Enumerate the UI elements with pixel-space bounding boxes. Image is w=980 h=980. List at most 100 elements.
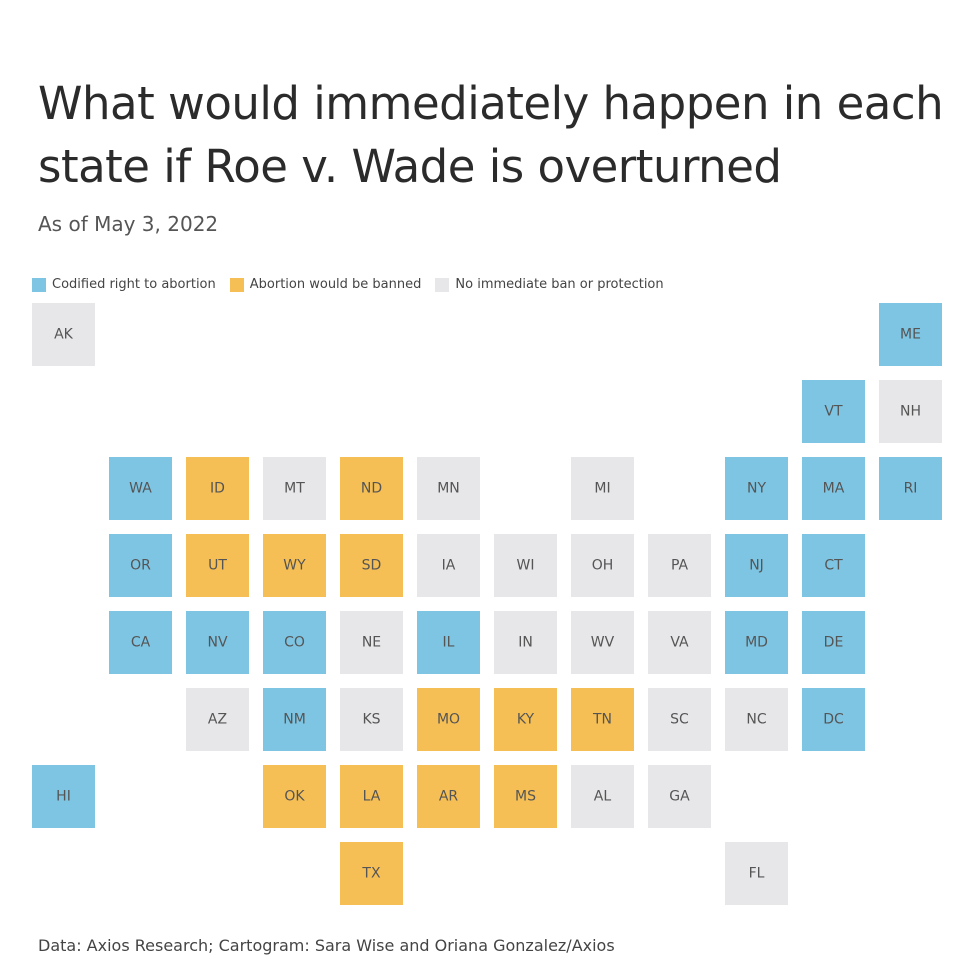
cartogram: AK ME VT NH WA ID MT ND MN MI NY MA RI OR UT WY SD IA WI OH… — [32, 303, 942, 905]
legend-label: Abortion would be banned — [249, 277, 422, 292]
state-tile — [340, 534, 403, 597]
legend: Codified right to abortion Abortion would… — [32, 277, 678, 292]
state-label: NV — [207, 635, 227, 651]
state-label: MS — [515, 789, 536, 805]
state-label: CA — [131, 635, 151, 651]
subtitle: As of May 3, 2022 — [38, 212, 219, 236]
state-tile — [494, 534, 557, 597]
state-label: IN — [518, 635, 533, 651]
state-label: NC — [746, 712, 766, 728]
state-label: OR — [130, 558, 151, 574]
state-label: MA — [823, 481, 845, 497]
state-label: DC — [823, 712, 844, 728]
state-tile — [340, 842, 403, 905]
state-label: DE — [824, 635, 844, 651]
state-label: AZ — [208, 712, 227, 728]
state-label: FL — [749, 866, 765, 882]
state-label: PA — [671, 558, 689, 574]
state-label: ID — [210, 481, 225, 497]
state-label: MN — [437, 481, 460, 497]
state-tile — [571, 457, 634, 520]
state-tile — [109, 534, 172, 597]
state-label: WY — [283, 558, 306, 574]
state-tile — [725, 534, 788, 597]
state-tile — [109, 611, 172, 674]
state-label: MT — [284, 481, 305, 497]
state-label: HI — [56, 789, 71, 805]
state-label: RI — [904, 481, 918, 497]
state-tile — [186, 611, 249, 674]
state-tile — [879, 303, 942, 366]
legend-swatch — [32, 277, 46, 292]
state-label: GA — [669, 789, 690, 805]
state-label: AR — [439, 789, 459, 805]
state-tile — [417, 765, 480, 828]
state-label: OK — [284, 789, 305, 805]
state-label: NE — [362, 635, 381, 651]
state-tile — [725, 611, 788, 674]
state-tile — [648, 534, 711, 597]
state-label: KS — [362, 712, 380, 728]
state-tile — [417, 534, 480, 597]
source: Data: Axios Research; Cartogram: Sara Wi… — [38, 936, 615, 955]
state-label: SD — [362, 558, 382, 574]
state-tile — [340, 457, 403, 520]
state-tile — [186, 457, 249, 520]
state-tile — [571, 611, 634, 674]
state-tile — [340, 611, 403, 674]
state-tile — [340, 765, 403, 828]
state-tile — [417, 457, 480, 520]
state-label: VA — [670, 635, 689, 651]
legend-item: Codified right to abortion — [32, 277, 216, 292]
state-label: ND — [361, 481, 382, 497]
state-tile — [571, 765, 634, 828]
state-tile — [186, 534, 249, 597]
state-tile — [263, 534, 326, 597]
title: What would immediately happen in each st… — [38, 77, 944, 193]
state-tile — [879, 380, 942, 443]
state-tile — [263, 611, 326, 674]
state-tile — [648, 688, 711, 751]
state-tile — [725, 688, 788, 751]
state-label: CO — [284, 635, 305, 651]
state-tile — [571, 534, 634, 597]
state-label: LA — [363, 789, 381, 805]
state-tile — [802, 457, 865, 520]
legend-label: Codified right to abortion — [52, 277, 216, 292]
state-label: SC — [670, 712, 689, 728]
state-label: MO — [437, 712, 460, 728]
legend-swatch — [229, 277, 244, 292]
legend-swatch — [435, 277, 450, 292]
state-tile — [648, 611, 711, 674]
state-label: IL — [443, 635, 455, 651]
state-label: WA — [129, 481, 152, 497]
state-label: KY — [517, 712, 535, 728]
state-tile — [494, 611, 557, 674]
state-label: MD — [745, 635, 768, 651]
legend-item: Abortion would be banned — [229, 277, 422, 292]
legend-label: No immediate ban or protection — [455, 277, 664, 292]
state-label: WV — [591, 635, 615, 651]
state-tile — [725, 842, 788, 905]
state-tile — [802, 688, 865, 751]
state-tile — [263, 765, 326, 828]
state-tile — [109, 457, 172, 520]
state-tile — [879, 457, 942, 520]
state-label: VT — [824, 404, 843, 420]
state-tile — [32, 765, 95, 828]
state-tile — [648, 765, 711, 828]
state-tile — [494, 688, 557, 751]
state-tile — [571, 688, 634, 751]
state-label: NH — [900, 404, 921, 420]
legend-item: No immediate ban or protection — [435, 277, 664, 292]
state-label: NJ — [749, 558, 764, 574]
state-tile — [802, 611, 865, 674]
state-label: OH — [592, 558, 614, 574]
state-tile — [802, 534, 865, 597]
state-tile — [263, 457, 326, 520]
state-tile — [417, 688, 480, 751]
state-label: NY — [747, 481, 766, 497]
state-label: TN — [592, 712, 612, 728]
state-tile — [725, 457, 788, 520]
